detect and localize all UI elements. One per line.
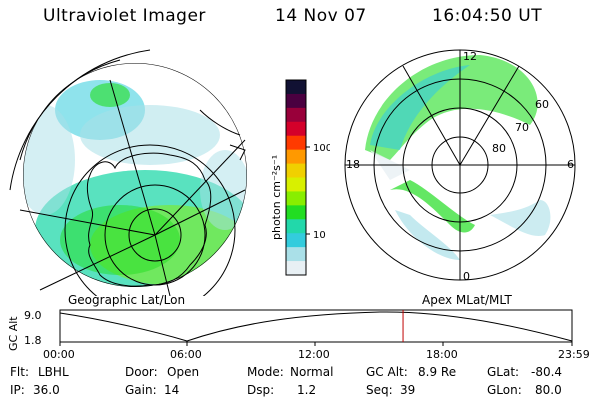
colorbar-band	[286, 80, 306, 95]
magnetic-mlt-map: 12 18 6 0 60 70 80	[344, 49, 576, 283]
altitude-timeline: GC Alt 9.0 1.8 00:00 06:00 12:00 18:00 2…	[7, 309, 590, 361]
colorbar-band	[286, 205, 306, 220]
alt-xtick-1200: 12:00	[298, 348, 330, 361]
image-time: 16:04:50 UT	[432, 6, 543, 26]
mode-label: Mode:	[247, 365, 284, 379]
colorbar-band	[286, 191, 306, 206]
alt-xtick-2359: 23:59	[558, 348, 590, 361]
geographic-label: Geographic Lat/Lon	[68, 293, 186, 307]
door-value: Open	[167, 365, 200, 379]
colorbar: 100 10 photon cm⁻²s⁻¹	[270, 79, 330, 276]
ip-value: 36.0	[33, 383, 60, 397]
glat-label: GLat:	[487, 365, 520, 379]
gcalt-label: GC Alt:	[366, 365, 408, 379]
mlat-label-70: 70	[515, 121, 529, 134]
glon-label: GLon:	[487, 383, 522, 397]
flt-label: Flt:	[10, 365, 29, 379]
alt-ylabel: GC Alt	[7, 316, 20, 351]
seq-label: Seq:	[366, 383, 393, 397]
mlt-label-6: 6	[567, 158, 574, 171]
geo-auroral-emission	[23, 80, 247, 287]
image-title: Ultraviolet Imager	[43, 6, 206, 26]
alt-xtick-1800: 18:00	[426, 348, 458, 361]
magnetic-label: Apex MLat/MLT	[422, 293, 512, 307]
gcalt-value: 8.9 Re	[418, 365, 457, 379]
colorbar-band	[286, 93, 306, 109]
mlat-label-60: 60	[535, 98, 549, 111]
alt-curve	[59, 311, 573, 342]
mode-value: Normal	[290, 365, 334, 379]
colorbar-band	[286, 163, 306, 178]
colorbar-band	[286, 135, 306, 151]
colorbar-band	[286, 121, 306, 137]
colorbar-tick-10: 10	[313, 230, 326, 241]
alt-ytick-high: 9.0	[24, 309, 42, 322]
alt-xtick-0600: 06:00	[170, 348, 202, 361]
gain-value: 14	[164, 383, 180, 397]
colorbar-band	[286, 261, 306, 276]
coastline	[86, 109, 246, 287]
mlt-label-12: 12	[463, 50, 477, 63]
mlat-label-80: 80	[492, 142, 506, 155]
colorbar-tick-100: 100	[313, 143, 330, 154]
alt-xtick-0000: 00:00	[43, 348, 75, 361]
geographic-map	[9, 49, 247, 296]
mag-auroral-emission	[365, 55, 551, 260]
dsp-label: Dsp:	[247, 383, 275, 397]
flt-value: LBHL	[38, 365, 69, 379]
colorbar-band	[286, 107, 306, 123]
colorbar-unit-label: photon cm⁻²s⁻¹	[270, 155, 283, 240]
door-label: Door:	[125, 365, 158, 379]
seq-value: 39	[400, 383, 416, 397]
colorbar-band	[286, 177, 306, 192]
mlt-label-0: 0	[463, 270, 470, 283]
colorbar-band	[286, 247, 306, 262]
mag-grid	[344, 49, 576, 281]
glat-value: -80.4	[531, 365, 563, 379]
image-date: 14 Nov 07	[275, 6, 367, 26]
colorbar-band	[286, 233, 306, 248]
ip-label: IP:	[10, 383, 25, 397]
dsp-value: 1.2	[297, 383, 317, 397]
alt-plot-frame	[59, 309, 573, 343]
glon-value: 80.0	[535, 383, 562, 397]
colorbar-band	[286, 219, 306, 234]
mlt-label-18: 18	[346, 158, 360, 171]
colorbar-scale	[286, 80, 306, 276]
colorbar-band	[286, 149, 306, 165]
alt-ytick-low: 1.8	[24, 334, 42, 347]
gain-label: Gain:	[125, 383, 157, 397]
